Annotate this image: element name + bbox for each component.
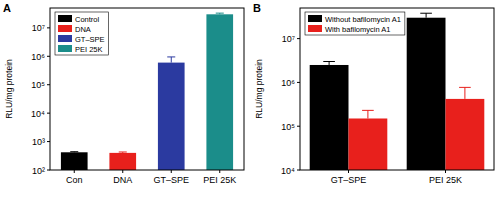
error-cap	[362, 110, 374, 111]
error-bar	[216, 13, 224, 14]
error-bar	[119, 151, 127, 153]
error-stem	[426, 13, 427, 17]
error-stem	[329, 62, 330, 65]
legend: ControlDNAGT–SPEPEI 25K	[55, 12, 109, 55]
panel-title: A	[3, 2, 11, 14]
legend-label: Without bafilomycin A1	[325, 15, 401, 24]
y-axis-label: RLU/mg protein	[4, 59, 14, 119]
legend: Without bafilomycin A1With bafilomycin A…	[305, 12, 405, 35]
error-cap	[70, 151, 78, 152]
legend-swatch	[308, 25, 322, 32]
legend-label: GT–SPE	[75, 35, 105, 44]
error-bar	[167, 57, 175, 63]
legend-swatch	[308, 15, 322, 22]
legend-swatch	[58, 35, 72, 42]
y-tick-label: 10⁷	[282, 34, 295, 44]
y-tick-label: 10⁶	[31, 52, 45, 62]
y-tick-label: 10⁵	[31, 80, 45, 90]
y-tick-label: 10³	[32, 137, 45, 147]
bar	[61, 152, 88, 170]
error-stem	[171, 57, 172, 63]
plot-marks	[61, 13, 233, 170]
legend-label: DNA	[75, 25, 91, 34]
bar	[407, 18, 446, 170]
y-tick-label: 10⁵	[281, 122, 295, 132]
plot-frame	[50, 8, 244, 170]
error-cap	[323, 61, 335, 62]
error-bar	[323, 62, 335, 65]
legend-label: PEI 25K	[75, 45, 103, 54]
x-tick-label: PEI 25K	[429, 175, 462, 185]
legend-box	[305, 12, 405, 35]
legend-label: Control	[75, 15, 100, 24]
x-tick-label: Con	[66, 175, 83, 185]
y-tick-label: 10⁴	[281, 166, 295, 176]
panel: ARLU/mg protein10²10³10⁴10⁵10⁶10⁷ConDNAG…	[3, 2, 244, 185]
x-tick-label: GT–SPE	[153, 175, 189, 185]
y-tick-label: 10⁴	[31, 109, 45, 119]
legend-label: With bafilomycin A1	[325, 25, 390, 34]
error-stem	[367, 110, 368, 118]
panel-title: B	[253, 2, 261, 14]
error-bar	[459, 87, 471, 99]
chart-svg: ARLU/mg protein10²10³10⁴10⁵10⁶10⁷ConDNAG…	[0, 0, 500, 199]
bar	[349, 118, 388, 170]
legend-swatch	[58, 15, 72, 22]
bar	[206, 14, 233, 170]
x-tick-label: DNA	[113, 175, 132, 185]
legend-swatch	[58, 45, 72, 52]
error-bar	[70, 151, 78, 153]
error-bar	[420, 13, 432, 17]
x-tick-label: GT–SPE	[331, 175, 367, 185]
y-axis-label: RLU/mg protein	[254, 59, 264, 119]
plot-marks	[310, 13, 485, 170]
legend-swatch	[58, 25, 72, 32]
error-cap	[119, 151, 127, 152]
plot-frame	[300, 8, 494, 170]
y-tick-label: 10²	[32, 166, 45, 176]
bar	[109, 153, 136, 170]
legend-box	[55, 12, 109, 55]
figure: ARLU/mg protein10²10³10⁴10⁵10⁶10⁷ConDNAG…	[0, 0, 500, 199]
panel: B RLU/mg protein 10⁴ 10⁵ 10⁶ 10⁷ GT–SPE PEI 25K…	[253, 2, 494, 185]
error-stem	[464, 87, 465, 99]
y-tick-label: 10⁶	[281, 78, 295, 88]
error-cap	[420, 13, 432, 14]
x-tick-label: PEI 25K	[203, 175, 236, 185]
y-tick-label: 10⁷	[32, 23, 45, 33]
bar	[446, 99, 485, 170]
error-cap	[216, 13, 224, 14]
error-cap	[459, 87, 471, 88]
bar	[310, 65, 349, 170]
error-bar	[362, 110, 374, 118]
bar	[158, 63, 185, 170]
error-cap	[167, 56, 175, 57]
